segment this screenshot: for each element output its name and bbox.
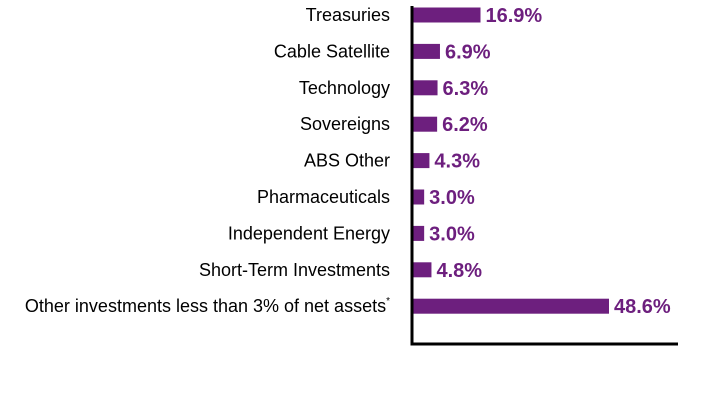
value-label-7: 4.8% xyxy=(436,260,482,282)
bar-7 xyxy=(412,262,432,278)
value-label-2: 6.3% xyxy=(443,78,489,100)
category-label-7: Short-Term Investments xyxy=(199,260,390,280)
category-label-4: ABS Other xyxy=(304,151,390,171)
bar-3 xyxy=(412,116,438,132)
category-label-8: Other investments less than 3% of net as… xyxy=(25,296,390,316)
category-label-6: Independent Energy xyxy=(228,223,390,243)
category-label-text: Other investments less than 3% of net as… xyxy=(25,296,386,316)
category-label-text: Short-Term Investments xyxy=(199,260,390,280)
bar-4 xyxy=(412,153,430,169)
bar-5 xyxy=(412,189,425,205)
value-label-4: 4.3% xyxy=(434,151,480,173)
bar-0 xyxy=(412,7,481,23)
bar-6 xyxy=(412,225,425,241)
category-label-text: Technology xyxy=(299,78,390,98)
bar-2 xyxy=(412,80,438,96)
value-labels-group: 16.9% 6.9% 6.3% 6.2% 4.3% 3.0% 3.0% 4.8% 48.6% xyxy=(429,5,671,318)
category-label-text: Pharmaceuticals xyxy=(257,187,390,207)
value-label-6: 3.0% xyxy=(429,223,475,245)
category-label-text: Cable Satellite xyxy=(274,41,390,61)
category-label-5: Pharmaceuticals xyxy=(257,187,390,207)
bar-1 xyxy=(412,43,440,59)
category-label-text: Independent Energy xyxy=(228,223,390,243)
bars-group xyxy=(412,7,609,314)
category-label-text: ABS Other xyxy=(304,151,390,171)
value-label-1: 6.9% xyxy=(445,41,491,63)
category-label-1: Cable Satellite xyxy=(274,41,390,61)
category-label-text: Treasuries xyxy=(306,5,390,25)
value-label-5: 3.0% xyxy=(429,187,475,209)
value-label-3: 6.2% xyxy=(442,114,488,136)
value-label-8: 48.6% xyxy=(614,296,671,318)
value-label-0: 16.9% xyxy=(486,5,543,27)
category-label-text: Sovereigns xyxy=(300,114,390,134)
bar-8 xyxy=(412,298,609,314)
category-label-3: Sovereigns xyxy=(300,114,390,134)
category-label-2: Technology xyxy=(299,78,390,98)
category-labels-group: Treasuries Cable Satellite Technology Sover… xyxy=(25,5,390,316)
category-label-0: Treasuries xyxy=(306,5,390,25)
footnote-mark: * xyxy=(386,296,390,307)
